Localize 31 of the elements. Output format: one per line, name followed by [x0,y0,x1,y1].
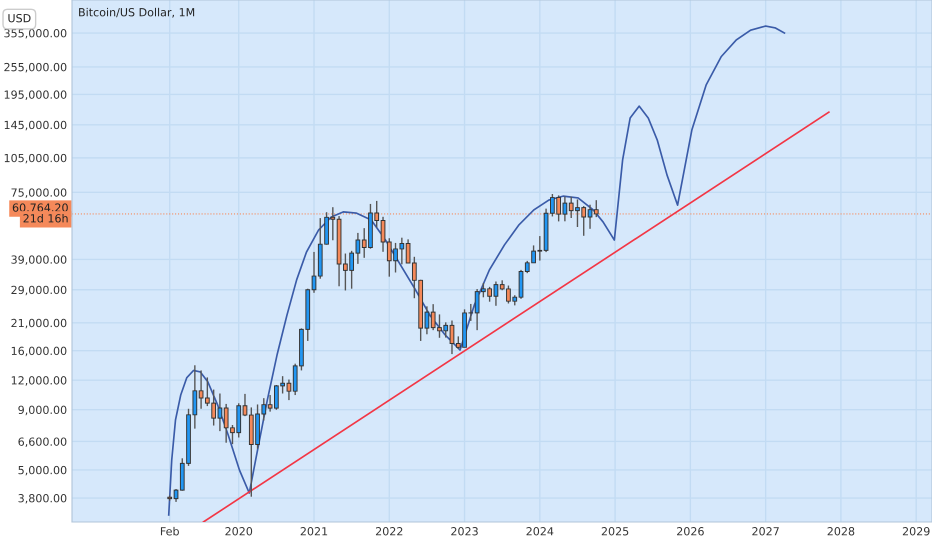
y-axis-title: USD [8,14,31,22]
x-tick-label: 2029 [902,527,930,536]
text: Bitcoin/US Dollar, 1M [79,8,194,18]
x-tick-label: 2026 [677,527,704,536]
x-tick-label: 2020 [225,527,252,536]
y-tick-label: 16,000.00 [12,346,66,356]
x-tick-label: 2022 [376,527,402,536]
text: 21d 16h [23,214,68,223]
y-tick-label: 3,800.00 [18,494,66,504]
y-tick-label: 145,000.00 [4,120,66,130]
y-tick-label: 29,000.00 [11,286,66,296]
y-tick-label: 75,000.00 [12,188,66,198]
y-tick-label: 105,000.00 [4,154,66,164]
x-tick-label: 2021 [300,527,328,536]
ref-line-label: 60,764.20 [12,203,68,213]
x-tick-label: 2028 [828,527,854,536]
y-tick-label: 12,000.00 [12,376,66,386]
y-tick-label: 255,000.00 [4,62,66,72]
y-tick-label: 195,000.00 [4,90,66,100]
x-tick-label: 2025 [602,527,628,536]
line-series [168,25,786,516]
x-tick-label: 2023 [451,527,478,536]
y-tick-label: 9,000.00 [18,406,66,416]
y-tick-label: 355,000.00 [4,29,66,39]
y-tick-label: 21,000.00 [11,318,66,328]
y-tick-label: 39,000.00 [11,255,66,265]
x-tick-label: 2024 [526,527,554,536]
y-tick-label: 5,000.00 [18,466,66,476]
x-tick-label: Feb [160,526,179,536]
x-tick-label: 2027 [752,527,779,536]
y-tick-label: 6,600.00 [18,437,66,447]
